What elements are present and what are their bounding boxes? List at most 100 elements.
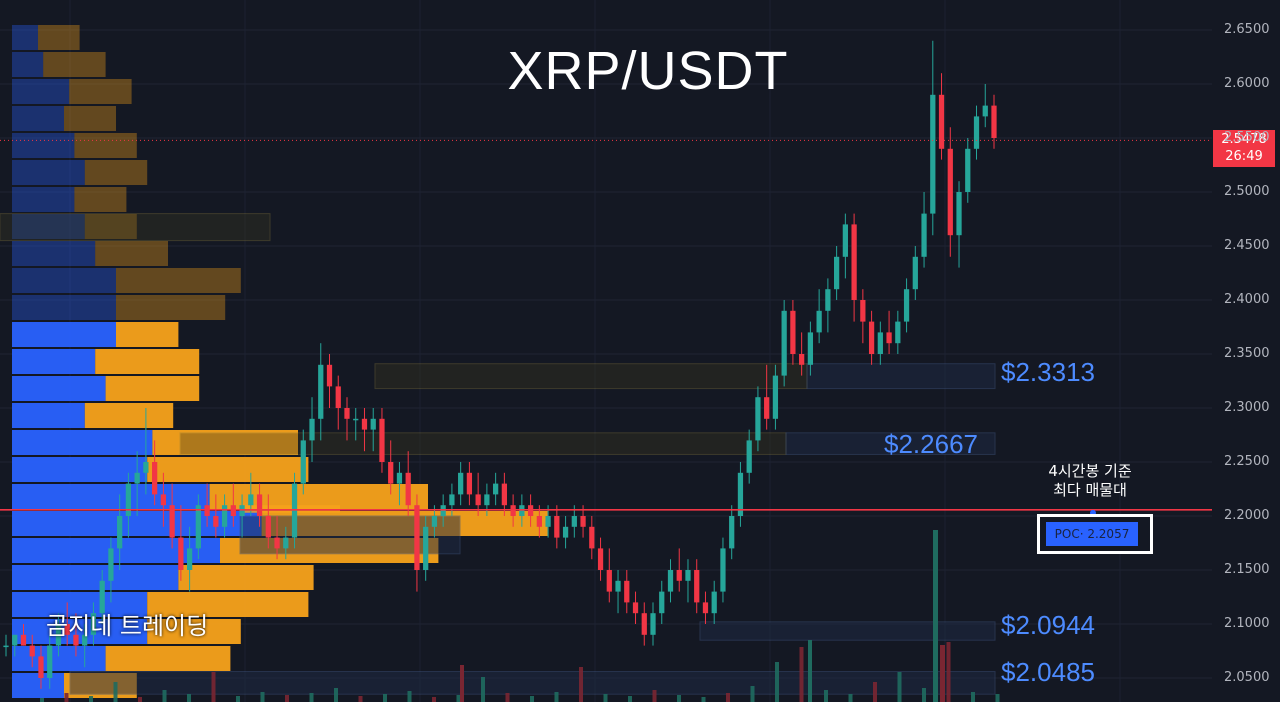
- candle-body: [475, 494, 481, 506]
- candle-body: [606, 570, 612, 592]
- candle-body: [912, 256, 918, 290]
- candle-body: [466, 472, 473, 495]
- volume-profile-bar-up: [12, 403, 85, 428]
- volume-profile-bar-down: [116, 268, 241, 293]
- volume-bar: [162, 690, 167, 702]
- volume-profile-bar-down: [116, 322, 179, 347]
- level-label-2-0485: $2.0485: [1001, 657, 1095, 687]
- candle-body: [755, 397, 761, 441]
- candle-body: [221, 505, 228, 527]
- candle-body: [458, 472, 464, 495]
- candle-body: [256, 494, 263, 516]
- poc-label-box: POC· 2.2057: [1037, 514, 1153, 554]
- candle-body: [38, 656, 44, 678]
- candle-body: [833, 256, 840, 290]
- candle-body: [615, 580, 621, 592]
- volume-bar: [334, 688, 338, 702]
- price-tick-label: 2.4000: [1224, 292, 1270, 307]
- current-price-tag: 2.5478 26:49: [1213, 130, 1275, 167]
- candle-body: [868, 321, 875, 354]
- price-tick-label: 2.3000: [1224, 400, 1270, 415]
- candle-body: [186, 548, 193, 570]
- volume-bar: [505, 693, 510, 702]
- price-tick-label: 2.5500: [1224, 130, 1270, 145]
- zone-box: [374, 363, 808, 390]
- volume-bar: [64, 693, 69, 702]
- volume-profile-bar-down: [105, 646, 231, 671]
- volume-profile-bar-up: [12, 376, 106, 401]
- candle-body: [825, 289, 831, 311]
- candle-body: [47, 645, 53, 678]
- candle-body: [571, 516, 577, 527]
- volume-bar: [530, 696, 534, 702]
- volume-bar: [554, 692, 559, 702]
- volume-bar: [211, 672, 216, 702]
- candle-body: [580, 516, 586, 527]
- candle-body: [632, 602, 639, 614]
- candle-body: [641, 613, 647, 635]
- volume-bar: [460, 665, 464, 702]
- volume-bar: [432, 697, 436, 702]
- candle-body: [597, 548, 604, 570]
- candle-body: [799, 354, 805, 365]
- volume-bar: [383, 694, 387, 702]
- volume-bar: [799, 647, 804, 702]
- candle-body: [562, 526, 569, 538]
- candle-body: [318, 364, 324, 419]
- candle-body: [405, 472, 411, 506]
- volume-profile-bar-up: [12, 133, 75, 158]
- candle-body: [152, 462, 158, 495]
- candle-body: [554, 516, 560, 538]
- volume-profile-bar-up: [12, 106, 64, 131]
- volume-profile-bar-up: [12, 484, 210, 509]
- candle-body: [414, 505, 420, 570]
- candle-body: [991, 105, 997, 138]
- candle-body: [82, 634, 88, 646]
- candle-body: [501, 483, 507, 506]
- candle-body: [283, 537, 289, 549]
- volume-profile-bar-down: [147, 592, 309, 617]
- candle-body: [851, 224, 857, 300]
- candle-body: [423, 526, 429, 570]
- candle-body: [370, 418, 376, 430]
- candle-body: [764, 397, 770, 419]
- candle-body: [125, 483, 132, 516]
- candle-body: [921, 213, 927, 257]
- volume-profile-bar-down: [38, 25, 80, 50]
- candle-body: [772, 375, 779, 419]
- candle-body: [484, 494, 490, 506]
- volume-bar: [579, 667, 583, 702]
- volume-bar: [922, 688, 926, 702]
- candle-body: [877, 332, 883, 354]
- candle-body: [947, 148, 953, 236]
- volume-profile-bar-down: [147, 457, 309, 482]
- level-label-2-0944: $2.0944: [1001, 610, 1095, 640]
- volume-bar: [677, 695, 681, 702]
- candle-body: [807, 332, 814, 365]
- candle-body: [676, 570, 682, 581]
- price-tick-label: 2.4500: [1224, 238, 1270, 253]
- candle-body: [816, 310, 822, 333]
- volume-bar: [481, 677, 485, 702]
- candle-body: [300, 440, 306, 484]
- volume-bar: [603, 694, 608, 702]
- zone-box: [240, 505, 340, 513]
- volume-bar: [897, 672, 902, 702]
- candle-body: [720, 548, 726, 592]
- volume-profile-bar-down: [152, 430, 298, 455]
- volume-profile-bar-down: [209, 484, 428, 509]
- candle-body: [431, 516, 438, 527]
- brand-watermark: 곰지네 트레이딩: [46, 612, 209, 640]
- candle-body: [982, 105, 988, 117]
- volume-profile-bar-down: [84, 160, 148, 185]
- candle-body: [903, 289, 910, 322]
- price-tick-label: 2.2000: [1224, 508, 1270, 523]
- poc-label: POC· 2.2057: [1046, 522, 1138, 546]
- candle-body: [335, 386, 341, 408]
- candle-body: [361, 418, 368, 430]
- volume-profile-bar-down: [178, 565, 314, 590]
- annotation-line-1: 4시간봉 기준: [1048, 462, 1132, 480]
- price-tick-label: 2.6000: [1224, 76, 1270, 91]
- candle-body: [178, 537, 184, 570]
